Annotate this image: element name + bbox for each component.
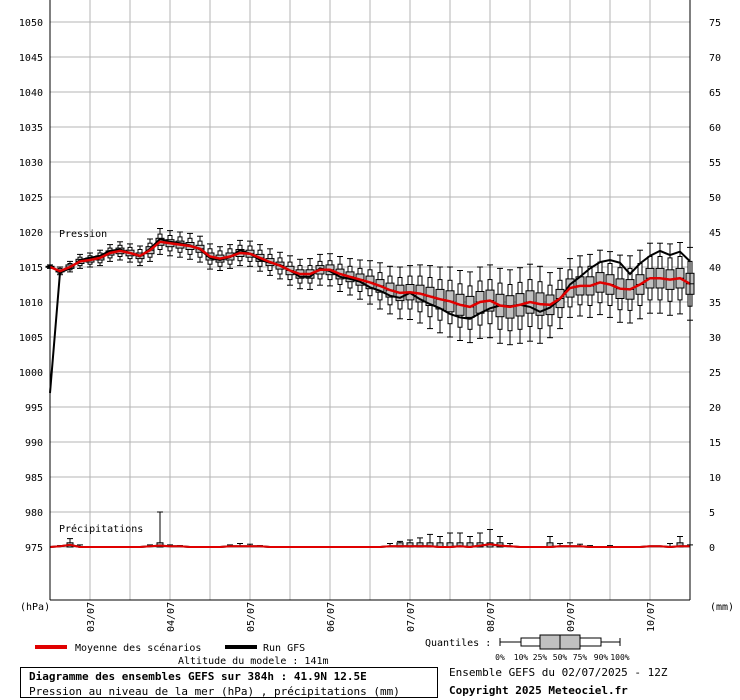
title-box: Diagramme des ensembles GEFS sur 384h : …: [20, 667, 438, 698]
left-unit-label: (hPa): [20, 602, 50, 613]
left-tick-label: 980: [25, 508, 43, 519]
legend-mean-label: Moyenne des scénarios: [75, 642, 201, 654]
chart-subtitle: Pression au niveau de la mer (hPa) , pré…: [29, 685, 400, 698]
left-tick-label: 1045: [19, 53, 43, 64]
right-tick-label: 70: [709, 53, 721, 64]
x-tick-label: 08/07: [486, 602, 497, 632]
precipitation-series: [49, 511, 693, 549]
x-tick-label: 07/07: [406, 602, 417, 632]
right-tick-label: 10: [709, 473, 721, 484]
pressure-label: Pression: [59, 229, 107, 240]
model-altitude: Altitude du modele : 141m: [178, 656, 329, 667]
right-tick-label: 20: [709, 403, 721, 414]
left-tick-label: 995: [25, 403, 43, 414]
copyright: Copyright 2025 Meteociel.fr: [449, 684, 628, 697]
quantile-legend-label: 90%: [594, 653, 609, 662]
x-tick-label: 06/07: [326, 602, 337, 632]
x-tick-label: 10/07: [646, 602, 657, 632]
quantiles-label: Quantiles :: [425, 638, 491, 649]
precip-mean-line: [49, 543, 690, 549]
right-tick-label: 55: [709, 158, 721, 169]
right-tick-label: 45: [709, 228, 721, 239]
right-tick-label: 40: [709, 263, 721, 274]
left-tick-label: 985: [25, 473, 43, 484]
quantile-legend-label: 50%: [553, 653, 568, 662]
quantiles-legend-icon: [499, 634, 621, 650]
x-tick-label: 05/07: [246, 602, 257, 632]
left-tick-label: 1035: [19, 123, 43, 134]
x-tick-label: 04/07: [166, 602, 177, 632]
right-unit-label: (mm): [710, 602, 734, 613]
legend-run-label: Run GFS: [263, 643, 305, 654]
quantiles-legend-labels: 0% 10% 25% 50% 75% 90% 100%: [495, 653, 630, 662]
gfs-run-line: [49, 237, 691, 394]
left-tick-label: 1005: [19, 333, 43, 344]
left-tick-label: 1020: [19, 228, 43, 239]
legend-mean-swatch: [35, 645, 67, 649]
quantile-legend-label: 25%: [533, 653, 548, 662]
left-tick-label: 1000: [19, 368, 43, 379]
left-tick-label: 1040: [19, 88, 43, 99]
left-tick-label: 1010: [19, 298, 43, 309]
right-tick-label: 0: [709, 543, 715, 554]
right-tick-label: 5: [709, 508, 715, 519]
left-tick-label: 1015: [19, 263, 43, 274]
right-tick-label: 25: [709, 368, 721, 379]
right-tick-label: 30: [709, 333, 721, 344]
ensemble-mean-line: [49, 240, 691, 309]
left-tick-label: 1050: [19, 18, 43, 29]
right-tick-label: 65: [709, 88, 721, 99]
run-label: Ensemble GEFS du 02/07/2025 - 12Z: [449, 666, 668, 679]
right-tick-label: 15: [709, 438, 721, 449]
left-tick-label: 990: [25, 438, 43, 449]
precip-label: Précipitations: [59, 523, 143, 535]
x-tick-label: 09/07: [566, 602, 577, 632]
quantile-legend-label: 0%: [495, 653, 505, 662]
legend-run-swatch: [225, 645, 257, 649]
right-tick-label: 60: [709, 123, 721, 134]
quantile-legend-label: 10%: [514, 653, 529, 662]
right-tick-label: 50: [709, 193, 721, 204]
right-tick-label: 35: [709, 298, 721, 309]
quantile-legend-label: 75%: [573, 653, 588, 662]
axes: 9759809859909951000100510101015102010251…: [19, 0, 721, 632]
quantile-legend-label: 100%: [610, 653, 629, 662]
x-tick-label: 03/07: [86, 602, 97, 632]
chart-title: Diagramme des ensembles GEFS sur 384h : …: [29, 670, 367, 683]
pressure-lines: [49, 237, 691, 394]
left-tick-label: 1030: [19, 158, 43, 169]
right-tick-label: 75: [709, 18, 721, 29]
left-tick-label: 1025: [19, 193, 43, 204]
left-tick-label: 975: [25, 543, 43, 554]
